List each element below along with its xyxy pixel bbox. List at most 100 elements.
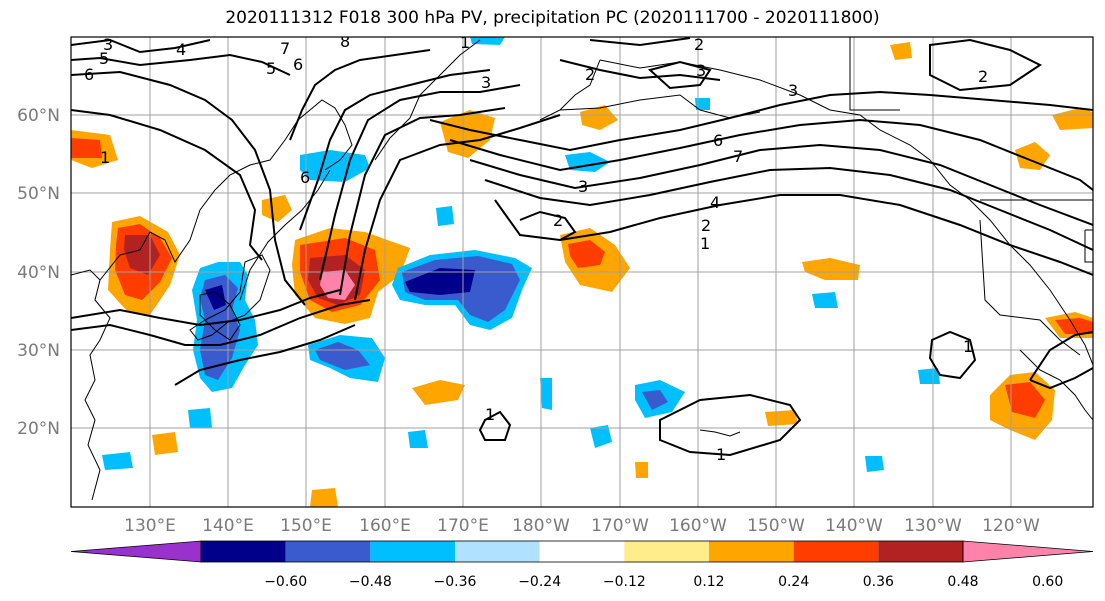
coastlines xyxy=(71,37,1093,501)
colorbar-tick-label: −0.24 xyxy=(518,574,561,590)
pv-contour xyxy=(478,410,512,441)
pv-contour xyxy=(71,38,211,54)
pv-contour xyxy=(339,107,506,296)
colorbar-tick-label: 0.36 xyxy=(863,574,894,590)
pv-contour-label: 1 xyxy=(460,33,470,52)
longitude-labels: 130°E 140°E 150°E 160°E 170°E 180°W 170°W 160°W… xyxy=(124,516,1040,536)
pv-contour-label: 6 xyxy=(300,168,310,187)
lon-label: 130°E xyxy=(124,516,176,536)
coastline-russia xyxy=(99,99,353,281)
pv-contour xyxy=(928,330,977,380)
coastline-mexico xyxy=(1019,349,1093,421)
pv-contour-label: 1 xyxy=(485,405,495,424)
pv-contour xyxy=(319,84,521,281)
pv-contour-label: 6 xyxy=(293,55,303,74)
precip-region xyxy=(200,275,240,380)
precip-region xyxy=(695,98,710,110)
pv-contour xyxy=(647,60,712,90)
colorbar-swatch xyxy=(539,541,625,562)
precip-region xyxy=(470,37,505,45)
colorbar-swatch xyxy=(201,541,286,562)
pv-contour xyxy=(449,118,1093,191)
pv-contour-label: 7 xyxy=(733,147,743,166)
pv-contour-label: 2 xyxy=(978,67,988,86)
colorbar-extend-high xyxy=(962,540,1094,563)
pv-contour xyxy=(71,299,371,346)
lon-label: 140°W xyxy=(825,516,883,536)
precip-region xyxy=(1052,108,1093,130)
coastline-korea xyxy=(199,291,241,341)
pv-contour xyxy=(1029,331,1093,381)
coastline-japan xyxy=(189,254,271,341)
coastline-hawaii xyxy=(699,429,741,437)
precip-region xyxy=(71,138,102,158)
lon-label: 150°W xyxy=(747,516,805,536)
lon-label: 120°W xyxy=(982,516,1040,536)
pv-contour-label: 2 xyxy=(553,211,563,230)
lon-label: 170°E xyxy=(437,516,489,536)
pv-contour xyxy=(174,324,356,386)
map-gridlines xyxy=(71,37,1093,507)
map-area: 3 5 6 4 7 8 6 5 1 2 3 2 3 6 7 4 2 1 2 1 … xyxy=(71,32,1093,507)
colorbar-tick-label: 0.12 xyxy=(693,574,724,590)
pv-contour-label: 3 xyxy=(578,177,588,196)
pv-contour xyxy=(519,210,577,241)
precip-region xyxy=(262,195,292,222)
colorbar-outline xyxy=(200,540,964,563)
precip-region xyxy=(590,425,612,448)
lat-label: 60°N xyxy=(17,106,60,126)
border-us-state xyxy=(1084,229,1093,263)
lon-label: 180°W xyxy=(512,516,570,536)
pv-contour-label: 2 xyxy=(694,35,704,54)
pv-contour-label: 8 xyxy=(340,32,350,51)
colorbar-swatch xyxy=(455,541,540,562)
precip-region xyxy=(440,110,495,158)
precip-region xyxy=(152,432,178,455)
lon-label: 150°E xyxy=(280,516,332,536)
pv-contour-label: 1 xyxy=(716,445,726,464)
pv-contour-label: 7 xyxy=(280,39,290,58)
precip-region xyxy=(412,380,465,405)
precip-region xyxy=(865,456,884,472)
pv-contour-label: 3 xyxy=(696,61,706,80)
precip-region xyxy=(188,408,212,428)
pv-contour xyxy=(354,114,561,301)
map-title: 2020111312 F018 300 hPa PV, precipitatio… xyxy=(225,8,880,28)
pv-contour xyxy=(929,38,1042,92)
precip-region xyxy=(580,105,618,130)
colorbar-swatch xyxy=(370,541,455,562)
colorbar-swatch xyxy=(285,541,371,562)
pv-contour-label: 5 xyxy=(266,59,276,78)
precip-region xyxy=(918,368,940,384)
pv-contour xyxy=(484,166,1093,251)
precip-region xyxy=(540,378,552,410)
pv-contour-label: 5 xyxy=(99,49,109,68)
lon-label: 160°W xyxy=(669,516,727,536)
precip-region xyxy=(890,42,912,60)
coastline-alaska-canada xyxy=(599,59,1093,366)
map-frame xyxy=(70,36,1094,508)
lon-label: 130°W xyxy=(904,516,962,536)
pv-contour xyxy=(71,289,341,327)
precip-region xyxy=(124,235,160,275)
precip-region xyxy=(408,430,428,448)
precip-region xyxy=(102,452,133,470)
border-alaska xyxy=(849,37,900,111)
pv-contour-label: 3 xyxy=(103,35,113,54)
precip-region xyxy=(765,410,798,426)
precip-region xyxy=(405,268,475,295)
precip-region xyxy=(300,150,370,182)
pv-contour xyxy=(299,69,491,231)
coastline-kuril xyxy=(239,169,331,301)
pv-contour-labels: 3 5 6 4 7 8 6 5 1 2 3 2 3 6 7 4 2 1 2 1 … xyxy=(84,32,988,464)
pv-contour-label: 6 xyxy=(713,131,723,150)
colorbar-swatch xyxy=(624,541,709,562)
pv-contour-label: 4 xyxy=(176,40,186,59)
pv-contour xyxy=(289,49,431,141)
pv-contour-label: 2 xyxy=(585,65,595,84)
pv-contour-label: 4 xyxy=(710,193,720,212)
lat-label: 20°N xyxy=(17,419,60,439)
colorbar-tick-label: −0.48 xyxy=(349,574,392,590)
precip-region xyxy=(436,206,454,226)
pv-contours xyxy=(71,37,1093,457)
